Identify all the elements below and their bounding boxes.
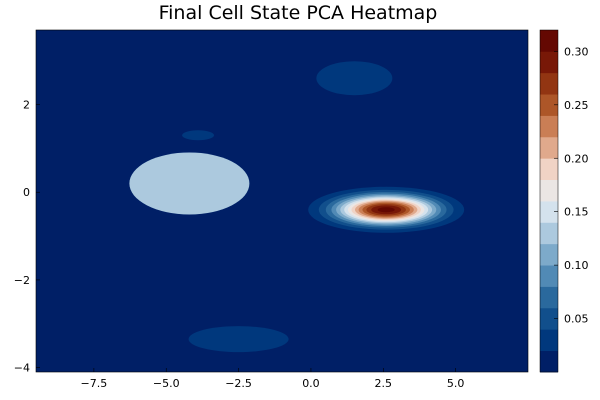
x-tick-label: −2.5 [225,377,252,390]
x-tick-label: 5.0 [447,377,465,390]
contour-band [377,207,395,213]
colorbar-band [540,350,558,373]
colorbar-band [540,329,558,352]
x-axis: −7.5 −5.0 −2.5 0.0 2.5 5.0 [81,368,465,390]
colorbar-band [540,179,558,202]
plot-frame [35,29,529,373]
colorbar-tick-label: 0.20 [564,152,589,165]
colorbar-band [540,307,558,330]
contour-peak [182,130,215,141]
x-tick-label: 2.5 [375,377,393,390]
contour-peak [316,61,393,96]
colorbar-tick-label: 0.10 [564,259,589,272]
colorbar: 0.05 0.10 0.15 0.20 0.25 0.30 [539,29,589,373]
y-tick-label: −2 [14,274,30,287]
colorbar-band [540,158,558,181]
colorbar-band [540,286,558,309]
x-tick-label: −5.0 [153,377,180,390]
colorbar-band [540,51,558,74]
x-tick-label: −7.5 [81,377,108,390]
colorbar-tick-label: 0.30 [564,45,589,58]
chart-title: Final Cell State PCA Heatmap [159,2,438,24]
colorbar-band [540,265,558,287]
colorbar-band [540,243,558,266]
colorbar-band [540,136,558,159]
y-tick-label: 0 [23,186,30,199]
contour-band [182,130,215,141]
colorbar-band [540,30,558,52]
contour-band [129,152,250,215]
colorbar-band [540,94,558,116]
x-tick-label: 0.0 [302,377,320,390]
contour-band [188,326,289,353]
colorbar-tick-label: 0.05 [564,313,589,326]
colorbar-frame [539,29,559,373]
contour-peak [188,326,289,353]
colorbar-band [540,201,558,223]
contour-band [316,61,393,96]
y-axis: −4 −2 0 2 [14,99,40,375]
contour-peak [129,152,250,215]
contour-peak [308,186,465,233]
colorbar-band [540,72,558,95]
colorbar-band [540,115,558,138]
colorbar-band [540,222,558,245]
colorbar-tick-label: 0.25 [564,99,589,112]
y-tick-label: −4 [14,362,30,375]
y-tick-label: 2 [23,99,30,112]
plot-area [35,29,529,373]
colorbar-tick-label: 0.15 [564,206,589,219]
